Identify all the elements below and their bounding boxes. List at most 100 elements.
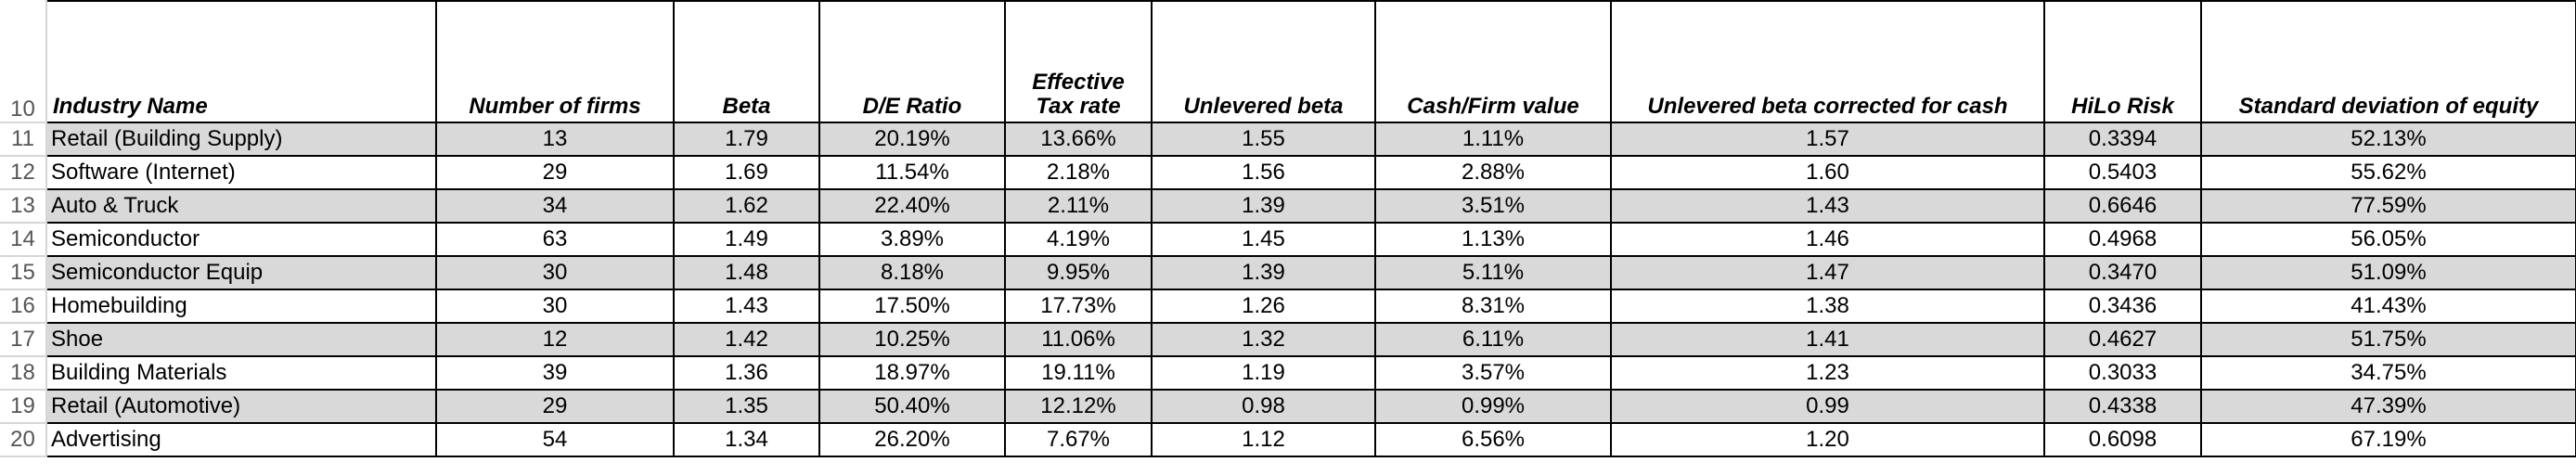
- table-cell[interactable]: 29: [435, 389, 675, 424]
- table-cell[interactable]: 3.89%: [818, 222, 1006, 257]
- table-cell[interactable]: 22.40%: [818, 188, 1006, 224]
- table-cell[interactable]: 0.99: [1610, 389, 2045, 424]
- table-cell[interactable]: 0.3436: [2043, 289, 2202, 324]
- table-cell[interactable]: 54: [435, 422, 675, 457]
- table-cell[interactable]: 12: [435, 322, 675, 357]
- table-cell[interactable]: 1.42: [673, 322, 820, 357]
- column-header-hilo-risk[interactable]: HiLo Risk: [2043, 0, 2202, 123]
- table-cell[interactable]: 29: [435, 155, 675, 190]
- table-cell[interactable]: 1.36: [673, 355, 820, 391]
- table-cell[interactable]: 0.3394: [2043, 122, 2202, 157]
- table-cell[interactable]: 7.67%: [1004, 422, 1153, 457]
- row-number[interactable]: 17: [0, 323, 47, 357]
- table-cell[interactable]: 1.55: [1151, 122, 1376, 157]
- row-number[interactable]: 19: [0, 390, 47, 424]
- table-cell[interactable]: 77.59%: [2200, 188, 2576, 224]
- table-cell[interactable]: Building Materials: [45, 355, 437, 391]
- row-number[interactable]: 11: [0, 122, 47, 157]
- table-cell[interactable]: 51.75%: [2200, 322, 2576, 357]
- table-cell[interactable]: 34.75%: [2200, 355, 2576, 391]
- table-cell[interactable]: 0.4627: [2043, 322, 2202, 357]
- column-header-beta[interactable]: Beta: [673, 0, 820, 123]
- table-cell[interactable]: 17.73%: [1004, 289, 1153, 324]
- table-cell[interactable]: 0.3033: [2043, 355, 2202, 391]
- table-cell[interactable]: Semiconductor: [45, 222, 437, 257]
- column-header-de-ratio[interactable]: D/E Ratio: [818, 0, 1006, 123]
- row-number[interactable]: 18: [0, 356, 47, 391]
- table-cell[interactable]: 6.11%: [1374, 322, 1612, 357]
- table-cell[interactable]: Retail (Building Supply): [45, 122, 437, 157]
- table-cell[interactable]: 1.39: [1151, 188, 1376, 224]
- table-cell[interactable]: 1.49: [673, 222, 820, 257]
- table-cell[interactable]: 26.20%: [818, 422, 1006, 457]
- table-cell[interactable]: 13.66%: [1004, 122, 1153, 157]
- table-cell[interactable]: 1.60: [1610, 155, 2045, 190]
- table-cell[interactable]: 1.48: [673, 255, 820, 290]
- table-cell[interactable]: 34: [435, 188, 675, 224]
- table-cell[interactable]: 1.34: [673, 422, 820, 457]
- table-cell[interactable]: 13: [435, 122, 675, 157]
- table-cell[interactable]: 1.41: [1610, 322, 2045, 357]
- row-number[interactable]: 12: [0, 156, 47, 190]
- table-cell[interactable]: 1.20: [1610, 422, 2045, 457]
- table-cell[interactable]: 1.39: [1151, 255, 1376, 290]
- table-cell[interactable]: 11.54%: [818, 155, 1006, 190]
- column-header-unlevered-beta[interactable]: Unlevered beta: [1151, 0, 1376, 123]
- table-cell[interactable]: 10.25%: [818, 322, 1006, 357]
- column-header-number-of-firms[interactable]: Number of firms: [435, 0, 675, 123]
- column-header-cash-firm-value[interactable]: Cash/Firm value: [1374, 0, 1612, 123]
- table-cell[interactable]: 1.32: [1151, 322, 1376, 357]
- table-cell[interactable]: 1.35: [673, 389, 820, 424]
- table-cell[interactable]: 1.11%: [1374, 122, 1612, 157]
- table-cell[interactable]: 12.12%: [1004, 389, 1153, 424]
- table-cell[interactable]: 30: [435, 255, 675, 290]
- row-number[interactable]: 16: [0, 289, 47, 324]
- table-cell[interactable]: 51.09%: [2200, 255, 2576, 290]
- row-number[interactable]: 13: [0, 189, 47, 224]
- table-cell[interactable]: 6.56%: [1374, 422, 1612, 457]
- row-number[interactable]: 10: [0, 1, 47, 123]
- table-cell[interactable]: 1.69: [673, 155, 820, 190]
- table-cell[interactable]: 1.19: [1151, 355, 1376, 391]
- table-cell[interactable]: Semiconductor Equip: [45, 255, 437, 290]
- table-cell[interactable]: 2.11%: [1004, 188, 1153, 224]
- table-cell[interactable]: 1.38: [1610, 289, 2045, 324]
- table-cell[interactable]: 1.23: [1610, 355, 2045, 391]
- table-cell[interactable]: 0.4968: [2043, 222, 2202, 257]
- table-cell[interactable]: 1.45: [1151, 222, 1376, 257]
- table-cell[interactable]: Homebuilding: [45, 289, 437, 324]
- table-cell[interactable]: 9.95%: [1004, 255, 1153, 290]
- table-cell[interactable]: 5.11%: [1374, 255, 1612, 290]
- table-cell[interactable]: 3.51%: [1374, 188, 1612, 224]
- column-header-unlevered-beta-corrected[interactable]: Unlevered beta corrected for cash: [1610, 0, 2045, 123]
- table-cell[interactable]: 8.18%: [818, 255, 1006, 290]
- table-cell[interactable]: 20.19%: [818, 122, 1006, 157]
- row-number[interactable]: 15: [0, 256, 47, 290]
- table-cell[interactable]: 63: [435, 222, 675, 257]
- table-cell[interactable]: 0.5403: [2043, 155, 2202, 190]
- table-cell[interactable]: 0.3470: [2043, 255, 2202, 290]
- table-cell[interactable]: 1.43: [673, 289, 820, 324]
- table-cell[interactable]: 17.50%: [818, 289, 1006, 324]
- table-cell[interactable]: 1.57: [1610, 122, 2045, 157]
- table-cell[interactable]: 11.06%: [1004, 322, 1153, 357]
- table-cell[interactable]: 2.88%: [1374, 155, 1612, 190]
- table-cell[interactable]: 1.46: [1610, 222, 2045, 257]
- table-cell[interactable]: Software (Internet): [45, 155, 437, 190]
- table-cell[interactable]: 1.43: [1610, 188, 2045, 224]
- table-cell[interactable]: 67.19%: [2200, 422, 2576, 457]
- table-cell[interactable]: 56.05%: [2200, 222, 2576, 257]
- table-cell[interactable]: 47.39%: [2200, 389, 2576, 424]
- table-cell[interactable]: 0.6646: [2043, 188, 2202, 224]
- row-number[interactable]: 14: [0, 223, 47, 257]
- row-number[interactable]: 20: [0, 423, 47, 457]
- table-cell[interactable]: 1.12: [1151, 422, 1376, 457]
- table-cell[interactable]: 2.18%: [1004, 155, 1153, 190]
- table-cell[interactable]: 41.43%: [2200, 289, 2576, 324]
- table-cell[interactable]: 1.26: [1151, 289, 1376, 324]
- table-cell[interactable]: 39: [435, 355, 675, 391]
- table-cell[interactable]: Auto & Truck: [45, 188, 437, 224]
- table-cell[interactable]: 3.57%: [1374, 355, 1612, 391]
- table-cell[interactable]: 55.62%: [2200, 155, 2576, 190]
- table-cell[interactable]: 1.62: [673, 188, 820, 224]
